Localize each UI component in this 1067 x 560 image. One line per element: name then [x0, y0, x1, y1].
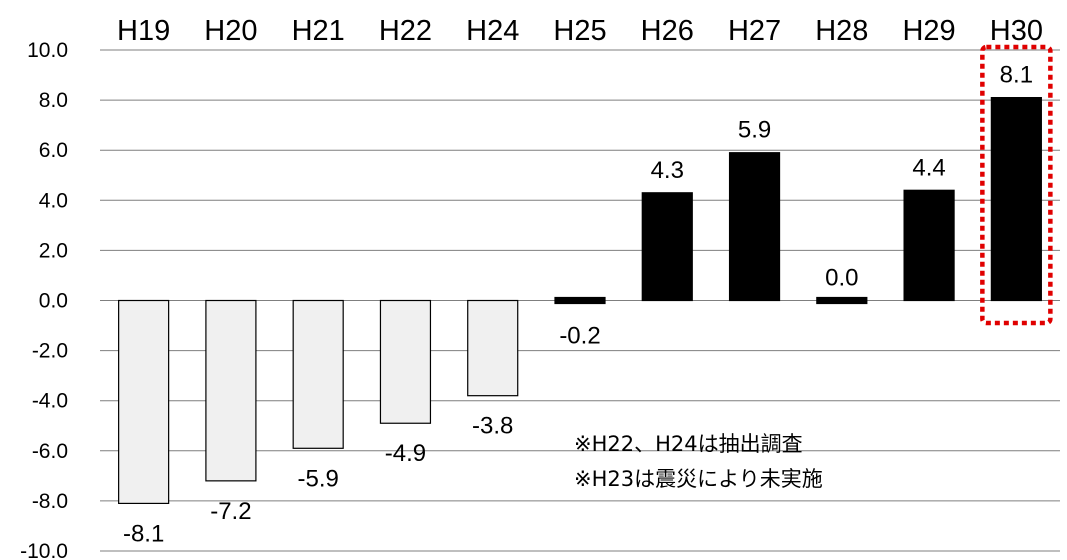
- bar-h24: [467, 299, 519, 397]
- category-label-h26: H26: [641, 15, 694, 47]
- y-axis-tick-labels: 10.0 8.0 6.0 4.0 2.0 0.0 -2.0 -4.0 -6.0 -8.0 -10.0: [20, 39, 68, 560]
- category-label-h20: H20: [204, 15, 257, 47]
- data-label-h19: -8.1: [123, 520, 164, 547]
- y-tick-label: 8.0: [39, 89, 68, 112]
- category-label-h30: H30: [990, 15, 1043, 47]
- data-label-h27: 5.9: [738, 117, 771, 144]
- category-labels: H19 H20 H21 H22 H24 H25 H26 H27 H28 H29 H30: [117, 15, 1043, 47]
- highlight-box-h30: [980, 44, 1053, 326]
- bar-h20: [205, 299, 257, 482]
- y-tick-label: 2.0: [39, 239, 68, 262]
- y-tick-label: 10.0: [27, 39, 68, 62]
- category-label-h27: H27: [728, 15, 781, 47]
- y-tick-label: -2.0: [32, 340, 68, 363]
- category-label-h25: H25: [553, 15, 606, 47]
- data-label-h28: 0.0: [825, 265, 858, 292]
- category-label-h21: H21: [292, 15, 345, 47]
- bar-h30: [990, 96, 1042, 302]
- bar-h26: [641, 192, 693, 302]
- y-tick-label: 4.0: [39, 189, 68, 212]
- y-tick-label: -6.0: [32, 440, 68, 463]
- bar-h29: [903, 189, 955, 302]
- y-tick-label: -4.0: [32, 390, 68, 413]
- category-label-h22: H22: [379, 15, 432, 47]
- bar-h25: [554, 296, 606, 305]
- data-label-h20: -7.2: [210, 498, 251, 525]
- data-label-h24: -3.8: [472, 413, 513, 440]
- bar-h21: [292, 299, 344, 449]
- category-label-h28: H28: [815, 15, 868, 47]
- category-label-h24: H24: [466, 15, 519, 47]
- bars: [118, 96, 1042, 505]
- data-label-h30: 8.1: [1000, 62, 1033, 89]
- bar-h22: [379, 299, 432, 424]
- y-tick-label: 6.0: [39, 139, 68, 162]
- y-tick-label: -10.0: [20, 540, 68, 560]
- category-label-h19: H19: [117, 15, 170, 47]
- y-tick-label: 0.0: [39, 290, 68, 313]
- data-labels: -8.1 -7.2 -5.9 -4.9 -3.8 -0.2 4.3 5.9 0.0 4.4 8.1: [123, 62, 1033, 548]
- data-label-h22: -4.9: [385, 440, 426, 467]
- bar-h19: [118, 299, 170, 505]
- data-label-h21: -5.9: [298, 465, 339, 492]
- data-label-h25: -0.2: [559, 323, 600, 350]
- y-tick-label: -8.0: [32, 490, 68, 513]
- data-label-h26: 4.3: [651, 157, 684, 184]
- annotation-earthquake-note: ※H23は震災により未実施: [574, 467, 823, 491]
- category-label-h29: H29: [902, 15, 955, 47]
- bar-h27: [728, 152, 781, 302]
- annotation-sampling-note: ※H22、H24は抽出調査: [574, 432, 803, 456]
- data-label-h29: 4.4: [912, 154, 945, 181]
- bar-h28: [816, 296, 868, 305]
